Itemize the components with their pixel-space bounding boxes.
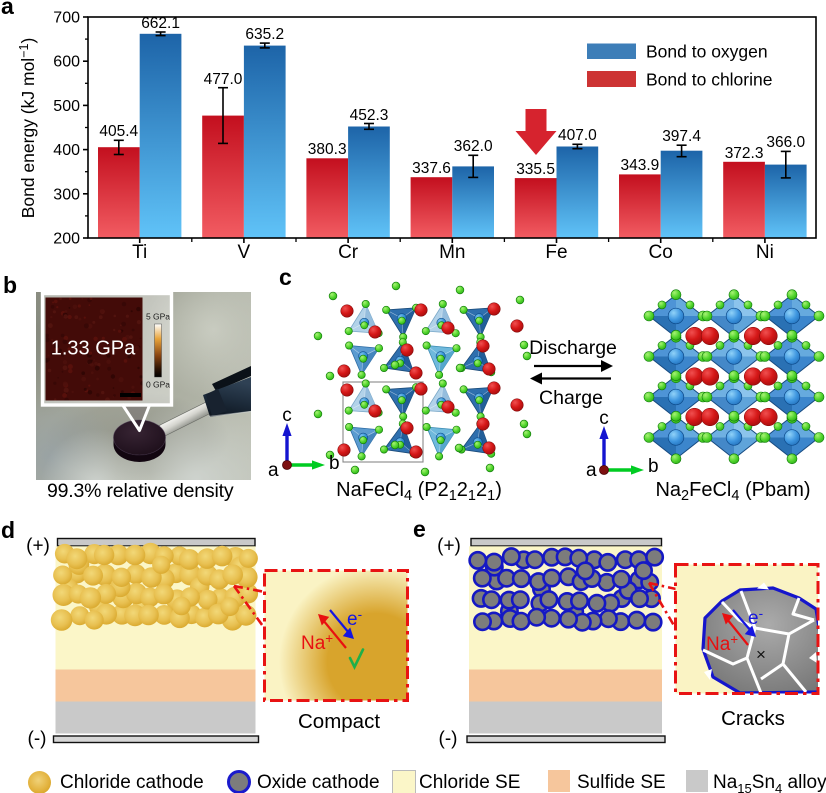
svg-text:Cracks: Cracks [721, 707, 785, 730]
svg-text:Co: Co [649, 242, 673, 263]
svg-text:Bond to oxygen: Bond to oxygen [646, 42, 768, 62]
svg-text:(+): (+) [26, 536, 50, 557]
svg-text:Mn: Mn [439, 242, 465, 263]
svg-text:Ni: Ni [756, 242, 774, 263]
svg-text:343.9: 343.9 [621, 157, 660, 174]
svg-text:c: c [599, 408, 609, 429]
svg-text:(-): (-) [439, 729, 458, 750]
svg-text:Fe: Fe [545, 242, 567, 263]
svg-text:Na+: Na+ [301, 631, 333, 654]
svg-text:NaFeCl4 (P212121): NaFeCl4 (P212121) [336, 479, 502, 504]
svg-text:372.3: 372.3 [725, 145, 764, 162]
svg-text:b: b [329, 453, 340, 474]
svg-text:Charge: Charge [539, 387, 603, 409]
svg-text:452.3: 452.3 [350, 107, 389, 124]
svg-text:Compact: Compact [298, 710, 380, 733]
svg-text:5 GPa: 5 GPa [146, 312, 170, 322]
svg-text:337.6: 337.6 [412, 160, 451, 177]
svg-text:407.0: 407.0 [558, 127, 597, 144]
svg-text:366.0: 366.0 [766, 134, 805, 151]
svg-text:397.4: 397.4 [662, 128, 701, 145]
svg-text:(+): (+) [437, 536, 461, 557]
svg-text:c: c [282, 405, 292, 426]
svg-text:200: 200 [53, 231, 80, 248]
svg-text:b: b [648, 456, 659, 477]
svg-text:635.2: 635.2 [245, 26, 284, 43]
svg-text:405.4: 405.4 [99, 123, 138, 140]
svg-text:400: 400 [53, 142, 80, 159]
svg-text:a: a [268, 460, 279, 481]
svg-text:477.0: 477.0 [204, 71, 243, 88]
svg-text:a: a [586, 460, 597, 481]
svg-text:Na+: Na+ [706, 632, 738, 655]
svg-text:V: V [238, 242, 251, 263]
svg-text:335.5: 335.5 [516, 161, 555, 178]
svg-text:500: 500 [53, 98, 80, 115]
svg-text:×: × [756, 645, 766, 664]
svg-text:380.3: 380.3 [308, 141, 347, 158]
svg-text:300: 300 [53, 186, 80, 203]
svg-text:700: 700 [53, 10, 80, 27]
svg-text:362.0: 362.0 [454, 138, 493, 155]
svg-text:Na2FeCl4 (Pbam): Na2FeCl4 (Pbam) [655, 479, 810, 504]
svg-text:Discharge: Discharge [529, 337, 617, 359]
svg-text:662.1: 662.1 [141, 15, 180, 32]
svg-text:Bond energy (kJ mol−1): Bond energy (kJ mol−1) [17, 38, 38, 219]
svg-text:1.33 GPa: 1.33 GPa [51, 338, 136, 360]
svg-text:0 GPa: 0 GPa [146, 380, 170, 390]
svg-text:Ti: Ti [132, 242, 147, 263]
svg-text:(-): (-) [28, 729, 47, 750]
svg-text:Cr: Cr [338, 242, 359, 263]
svg-text:Bond to chlorine: Bond to chlorine [646, 70, 772, 90]
svg-text:600: 600 [53, 54, 80, 71]
